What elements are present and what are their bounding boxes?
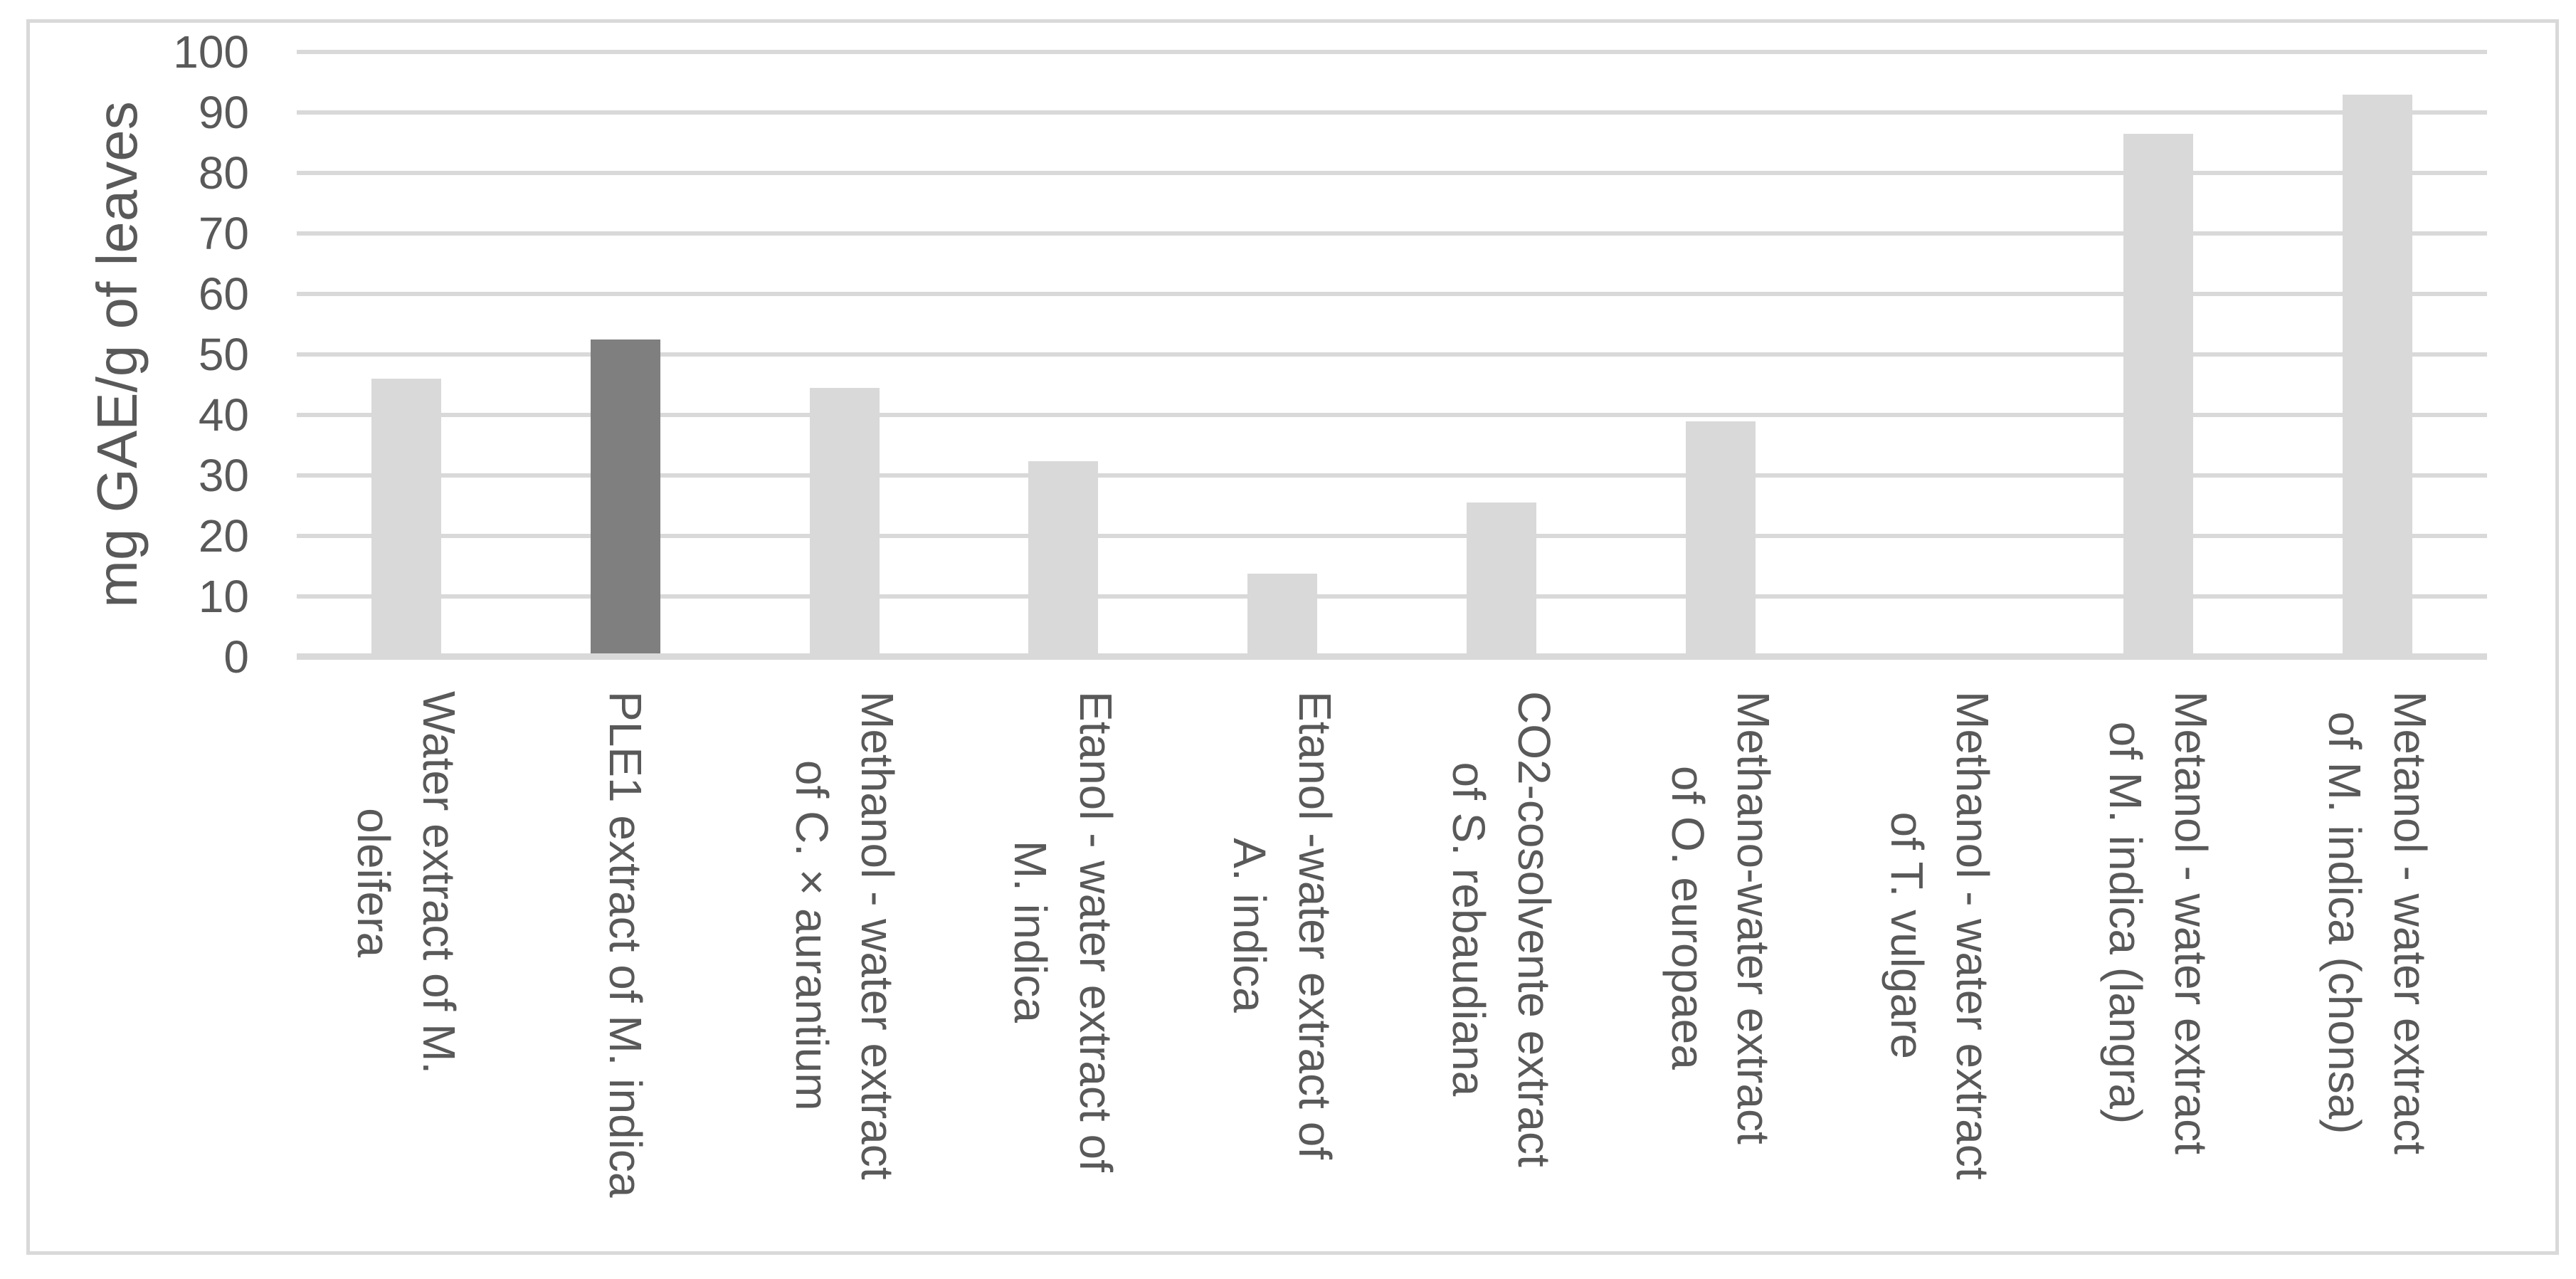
y-tick-label-90: 90 xyxy=(198,87,249,138)
category-label-text: Methanol - water extract of C. × auranti… xyxy=(786,691,903,1180)
y-tick-label-40: 40 xyxy=(198,389,249,441)
gridline-80 xyxy=(297,171,2487,175)
category-label-text: Methano-water extract of O. europaea xyxy=(1662,691,1779,1144)
category-label-text: Water extract of M. oleifera xyxy=(347,691,465,1075)
y-tick-label-80: 80 xyxy=(198,147,249,199)
y-tick-label-70: 70 xyxy=(198,208,249,259)
y-tick-label-0: 0 xyxy=(223,631,249,683)
gridline-20 xyxy=(297,534,2487,538)
category-label-text: Metanol - water extract of M. indica (la… xyxy=(2100,691,2217,1154)
category-label-text: Etanol - water extract of M. indica xyxy=(1005,691,1122,1172)
x-axis-line xyxy=(297,653,2487,660)
y-tick-label-60: 60 xyxy=(198,268,249,320)
gridline-100 xyxy=(297,50,2487,54)
category-label-text: Etanol -water extract of A. indica xyxy=(1224,691,1341,1160)
category-label-text: PLE1 extract of M. indica xyxy=(599,691,651,1198)
gridline-30 xyxy=(297,473,2487,478)
bar-9 xyxy=(2123,133,2194,657)
gridline-90 xyxy=(297,110,2487,115)
bar-3 xyxy=(809,387,880,657)
y-tick-label-50: 50 xyxy=(198,329,249,380)
bar-4 xyxy=(1028,461,1099,657)
y-tick-label-30: 30 xyxy=(198,450,249,501)
gridline-50 xyxy=(297,352,2487,357)
gridline-10 xyxy=(297,594,2487,599)
gridline-40 xyxy=(297,413,2487,417)
category-label-text: Methanol - water extract of T. vulgare xyxy=(1881,691,1998,1180)
gridline-70 xyxy=(297,231,2487,236)
bar-7 xyxy=(1685,421,1756,657)
y-tick-label-100: 100 xyxy=(173,26,249,78)
gridline-60 xyxy=(297,292,2487,296)
y-tick-label-20: 20 xyxy=(198,510,249,562)
y-tick-label-10: 10 xyxy=(198,571,249,622)
plot-area xyxy=(297,50,2487,660)
bar-5 xyxy=(1247,573,1318,657)
bar-6 xyxy=(1466,502,1536,657)
bar-1 xyxy=(371,379,441,657)
category-label-text: Metanol - water extract of M. indica (ch… xyxy=(2319,691,2437,1154)
bar-2 xyxy=(590,339,660,657)
category-label-text: CO2-cosolvente extract of S. rebaudiana xyxy=(1442,691,1560,1167)
bar-10 xyxy=(2343,94,2413,657)
